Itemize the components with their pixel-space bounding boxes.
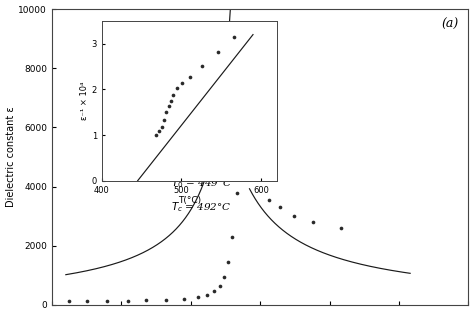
Point	[228, 234, 236, 240]
Y-axis label: Dielectric constant ε: Dielectric constant ε	[6, 106, 16, 207]
Point	[194, 295, 201, 300]
Point	[245, 27, 252, 32]
Point	[309, 220, 317, 225]
Point	[233, 190, 240, 195]
Point	[220, 274, 228, 279]
Point	[337, 226, 345, 231]
Point	[204, 292, 211, 297]
Point	[162, 297, 170, 302]
Point	[83, 298, 91, 303]
Point	[143, 298, 150, 303]
Text: (a): (a)	[441, 18, 459, 31]
Point	[65, 299, 73, 304]
Text: $T_c$ = 492°C: $T_c$ = 492°C	[171, 200, 231, 214]
Point	[125, 298, 132, 303]
Point	[265, 198, 273, 203]
Point	[104, 298, 111, 303]
Point	[276, 205, 283, 210]
Point	[241, 45, 249, 50]
Point	[246, 42, 254, 47]
Point	[251, 75, 258, 80]
Point	[180, 296, 188, 301]
Point	[290, 214, 297, 219]
Point	[256, 175, 264, 180]
Point	[237, 128, 245, 133]
Point	[210, 289, 218, 294]
Point	[225, 259, 232, 264]
Text: $T_0$ = 449°C: $T_0$ = 449°C	[171, 176, 232, 190]
Point	[216, 283, 224, 288]
